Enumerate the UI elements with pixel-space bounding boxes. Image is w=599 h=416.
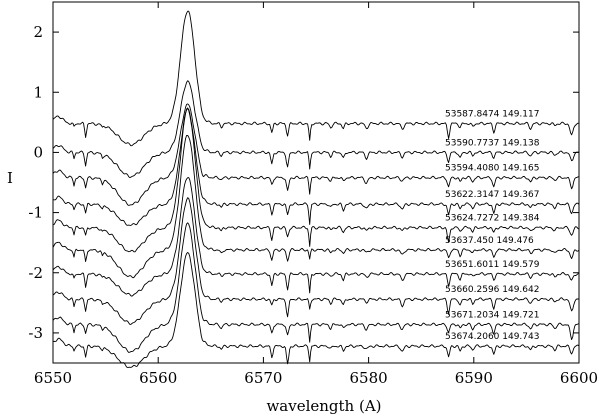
spectrum-line-8 [52, 197, 579, 325]
x-tick-label: 6560 [139, 369, 177, 387]
y-axis-title: I [7, 169, 13, 187]
x-axis-title: wavelength (A) [266, 397, 381, 415]
spectrum-line-3 [52, 103, 580, 206]
series-label: 53674.2060 149.743 [445, 332, 539, 342]
spectrum-line-10 [52, 252, 580, 368]
spectrum-line-9 [52, 222, 580, 353]
y-tick-label: 1 [33, 83, 43, 101]
y-tick-label: -2 [28, 264, 43, 282]
x-tick-label: 6600 [560, 369, 598, 387]
series-label: 53651.6011 149.579 [445, 260, 540, 270]
spectrum-line-6 [52, 134, 580, 279]
spectrum-line-7 [52, 177, 580, 297]
x-tick-label: 6590 [455, 369, 493, 387]
series-label: 53660.2596 149.642 [445, 285, 539, 295]
series-label: 53590.7737 149.138 [445, 138, 540, 148]
axes: 6550 6560 6570 6580 6590 6600 -3 -2 -1 0 1 2 [28, 1, 598, 387]
spectra-series [52, 10, 580, 368]
y-tick-label: 0 [33, 143, 43, 161]
spectrum-line-1 [52, 10, 579, 147]
spectrum-line-2 [52, 80, 580, 179]
series-label: 53594.4080 149.165 [445, 164, 539, 174]
series-label: 53622.3147 149.367 [445, 190, 539, 200]
plot-frame [52, 1, 580, 364]
series-label: 53671.2034 149.721 [445, 310, 539, 320]
x-tick-label: 6580 [350, 369, 388, 387]
x-tick-label: 6550 [34, 369, 72, 387]
spectrum-line-4 [53, 108, 580, 226]
x-tick-label: 6570 [244, 369, 282, 387]
y-tick-label: -3 [28, 324, 43, 342]
series-annotations: 53587.8474 149.117 53590.7737 149.138 5359… [445, 110, 540, 343]
y-tick-label: -1 [28, 204, 43, 222]
spectrum-line-5 [52, 107, 580, 253]
series-label: 53637.450 149.476 [445, 236, 534, 246]
series-label: 53624.7272 149.384 [445, 214, 540, 224]
y-tick-label: 2 [33, 23, 43, 41]
series-label: 53587.8474 149.117 [445, 110, 539, 120]
